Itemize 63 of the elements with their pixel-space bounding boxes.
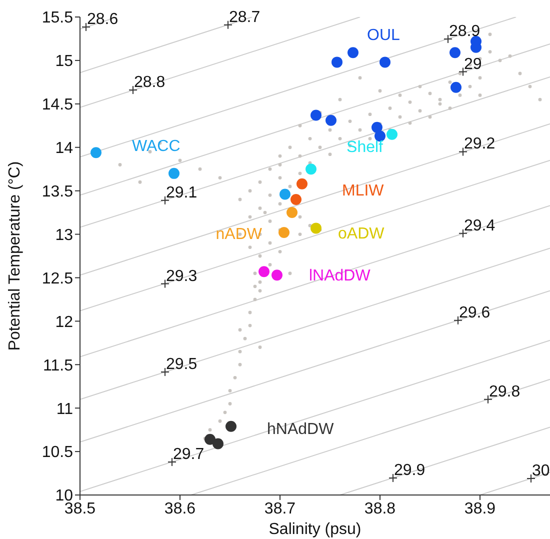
annotation: 28.7 <box>229 8 260 26</box>
series-label: WACC <box>132 138 180 156</box>
point <box>272 270 282 281</box>
y-tick-label: 11 <box>56 400 74 418</box>
annotation: 29.9 <box>394 462 426 480</box>
annotation: 29.2 <box>464 136 496 153</box>
x-tick-label: 38.7 <box>264 500 296 518</box>
point <box>226 420 236 432</box>
point <box>280 188 290 200</box>
y-tick-label: 14.5 <box>42 96 74 114</box>
text: MLIW <box>342 182 385 200</box>
y-tick-label: 13 <box>55 226 74 244</box>
point <box>204 434 216 445</box>
annotation: 29.4 <box>464 217 496 234</box>
series-label: Shelf <box>346 138 384 156</box>
x-axis-title: Salinity (psu) <box>268 521 362 538</box>
annotation: 28.6 <box>87 10 118 28</box>
annotation: 30 <box>532 462 550 480</box>
point <box>310 110 322 121</box>
y-tick-label: 15 <box>55 53 74 70</box>
annotation: 29.5 <box>166 356 198 374</box>
series-label: OUL <box>367 27 400 44</box>
annotation: 29.1 <box>166 184 198 202</box>
y-axis-title: Potential Temperature (°C) <box>6 161 24 351</box>
annotation: 28.8 <box>134 74 166 92</box>
point <box>332 56 342 68</box>
annotation: 29.3 <box>166 268 198 285</box>
annotation: 29.7 <box>173 446 204 463</box>
series-label: oADW <box>338 226 386 243</box>
point <box>380 56 390 68</box>
y-tick-label: 11.5 <box>43 357 74 374</box>
point <box>310 222 322 234</box>
point <box>326 114 336 126</box>
point <box>296 178 308 190</box>
y-tick-label: 15.5 <box>42 10 74 27</box>
x-tick-label: 38.6 <box>164 500 196 518</box>
point <box>278 227 290 238</box>
point <box>258 266 270 278</box>
y-tick-label: 10.5 <box>42 444 74 462</box>
series-label: nADW <box>216 226 263 244</box>
annotation: 28.9 <box>449 22 480 40</box>
point <box>212 438 224 450</box>
annotation: 29.8 <box>489 383 520 400</box>
y-tick-label: 14 <box>55 140 74 158</box>
point <box>286 207 298 218</box>
point <box>386 128 398 140</box>
point <box>168 168 180 179</box>
x-tick-label: 38.9 <box>464 500 496 518</box>
point <box>306 164 316 175</box>
point <box>90 147 102 158</box>
y-tick-label: 12 <box>55 314 74 331</box>
series-label: hNAdDW <box>267 420 335 438</box>
point <box>348 47 358 58</box>
point <box>450 82 462 93</box>
annotation: 29 <box>464 56 482 73</box>
point <box>450 47 460 58</box>
series-label: lNAdDW <box>309 268 372 285</box>
point <box>372 122 382 133</box>
x-tick-label: 38.8 <box>364 500 396 518</box>
y-tick-label: 13.5 <box>42 184 74 200</box>
y-tick-label: 12.5 <box>42 270 74 288</box>
point <box>290 194 302 206</box>
annotation: 29.6 <box>459 304 490 322</box>
